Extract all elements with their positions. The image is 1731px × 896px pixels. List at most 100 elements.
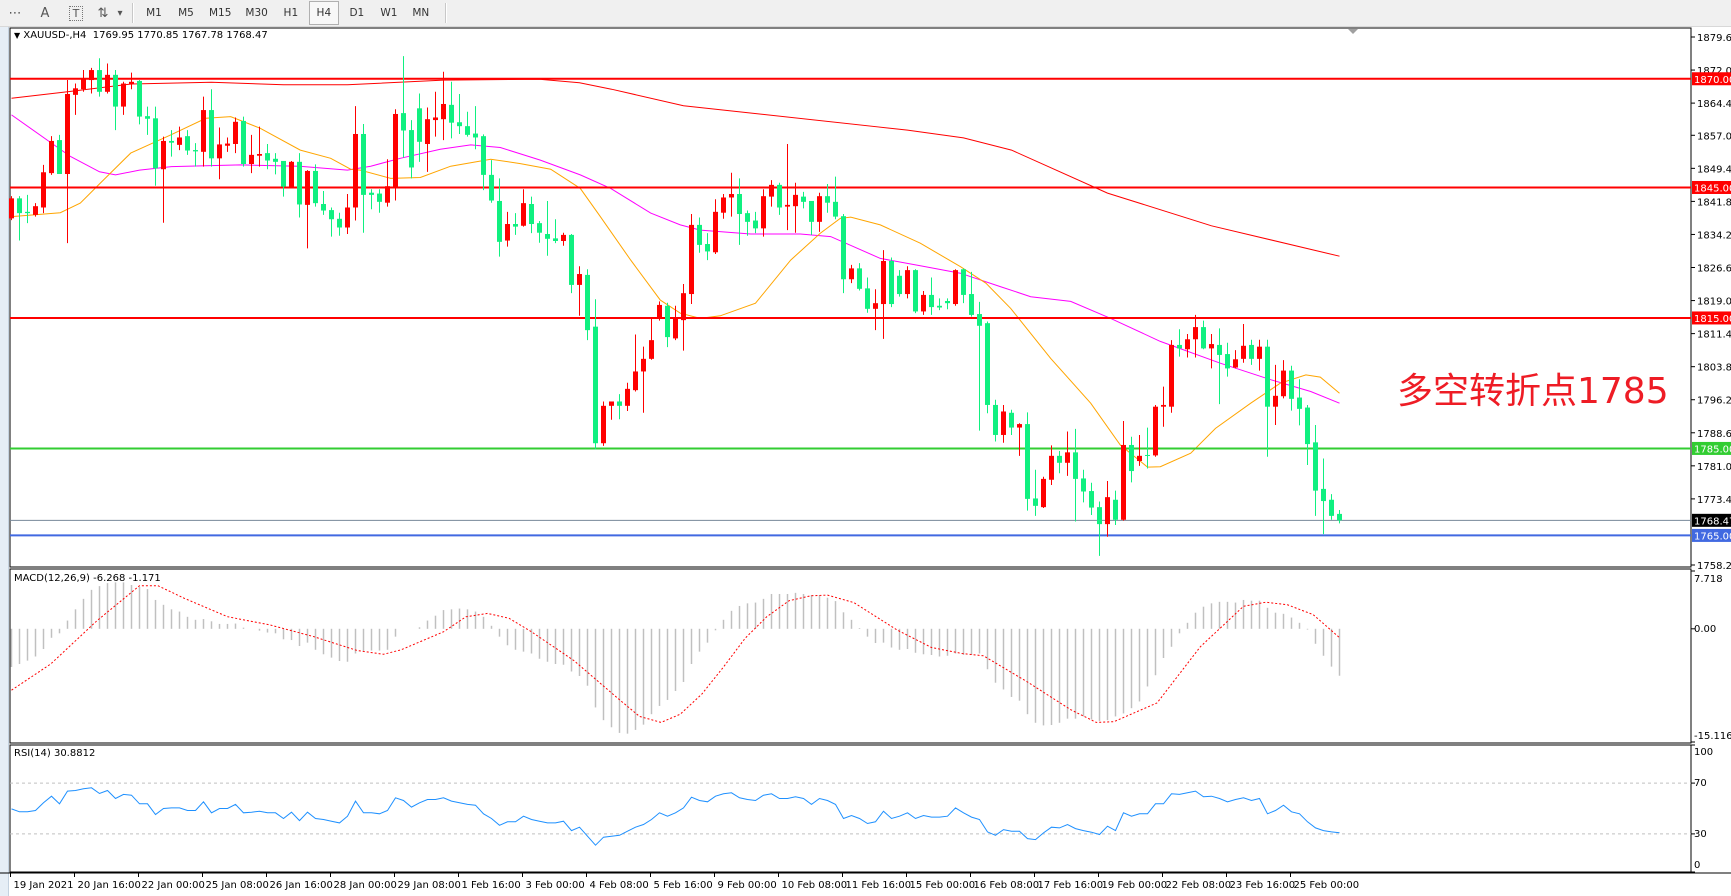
candle-body bbox=[761, 196, 766, 229]
bullish-candle bbox=[129, 72, 134, 90]
bullish-candle bbox=[1049, 445, 1054, 485]
rsi-legend: RSI(14) 30.8812 bbox=[14, 748, 96, 759]
candle-body bbox=[705, 244, 710, 252]
bullish-candle bbox=[217, 127, 222, 180]
candle-body bbox=[985, 323, 990, 405]
bullish-candle bbox=[161, 136, 166, 223]
candle-body bbox=[17, 198, 22, 214]
last-price-label-bg bbox=[1692, 513, 1731, 527]
bearish-candle bbox=[753, 211, 758, 234]
candle-body bbox=[825, 196, 830, 203]
timeframe-m15-button[interactable]: M15 bbox=[209, 7, 232, 19]
bearish-candle bbox=[1081, 469, 1086, 503]
time-axis-label: 26 Jan 16:00 bbox=[270, 880, 333, 891]
candle-body bbox=[1297, 397, 1302, 409]
candle-body bbox=[1273, 395, 1278, 407]
chart-annotation-text[interactable]: 多空转折点1785 bbox=[1397, 371, 1669, 412]
candle-body bbox=[1145, 454, 1150, 456]
bearish-candle bbox=[1225, 342, 1230, 377]
level-price-label: 1815.00 bbox=[1694, 314, 1731, 325]
level-price-label: 1870.00 bbox=[1694, 75, 1731, 86]
candle-body bbox=[1097, 507, 1102, 525]
candle-body bbox=[393, 113, 398, 187]
bullish-candle bbox=[201, 96, 206, 167]
candle-body bbox=[673, 318, 678, 339]
candle-body bbox=[561, 234, 566, 241]
candle-body bbox=[409, 130, 414, 168]
price-axis-label: 1872.00 bbox=[1697, 66, 1731, 77]
bullish-candle bbox=[1281, 360, 1286, 399]
candle-body bbox=[1081, 478, 1086, 492]
chart-shift-marker-icon[interactable] bbox=[1348, 29, 1358, 34]
bearish-candle bbox=[897, 270, 902, 297]
candle-body bbox=[553, 238, 558, 241]
bullish-candle bbox=[577, 266, 582, 316]
bullish-candle bbox=[673, 305, 678, 341]
bearish-candle bbox=[297, 153, 302, 218]
candle-body bbox=[809, 200, 814, 222]
bearish-candle bbox=[497, 178, 502, 257]
arrows-icon[interactable]: ⇅ bbox=[97, 5, 109, 21]
text-box-icon[interactable]: T bbox=[69, 5, 83, 21]
time-axis-label: 29 Jan 08:00 bbox=[398, 880, 461, 891]
bearish-candle bbox=[697, 217, 702, 253]
timeframe-h4-button[interactable]: H4 bbox=[308, 1, 339, 25]
timeframe-m30-button[interactable]: M30 bbox=[245, 7, 268, 19]
candle-body bbox=[257, 153, 262, 156]
candle-body bbox=[465, 126, 470, 135]
candle-body bbox=[9, 198, 14, 219]
candle-body bbox=[529, 204, 534, 225]
rsi-axis-label: 70 bbox=[1694, 778, 1707, 789]
bearish-candle bbox=[545, 200, 550, 256]
macd-legend: MACD(12,26,9) -6.268 -1.171 bbox=[14, 573, 161, 584]
period-separator-grid-icon[interactable]: ⋯ bbox=[8, 5, 22, 21]
bullish-candle bbox=[681, 284, 686, 351]
bullish-candle bbox=[65, 80, 70, 244]
candle-body bbox=[113, 74, 118, 107]
bearish-candle bbox=[841, 214, 846, 294]
bullish-candle bbox=[89, 67, 94, 94]
bearish-candle bbox=[185, 130, 190, 155]
arrows-dropdown-icon[interactable]: ▾ bbox=[117, 7, 123, 19]
candle-body bbox=[1193, 327, 1198, 340]
bullish-candle bbox=[41, 164, 46, 214]
candle-body bbox=[921, 294, 926, 312]
bearish-candle bbox=[929, 277, 934, 315]
candle-body bbox=[865, 288, 870, 309]
candle-body bbox=[625, 388, 630, 406]
candle-body bbox=[1137, 455, 1142, 462]
candle-body bbox=[289, 161, 294, 187]
price-axis-label: 1826.60 bbox=[1697, 264, 1731, 275]
candle-body bbox=[881, 260, 886, 305]
candle-body bbox=[49, 140, 54, 174]
candle-body bbox=[1129, 444, 1134, 472]
candle-body bbox=[121, 83, 126, 107]
bearish-candle bbox=[937, 298, 942, 311]
timeframe-m5-button[interactable]: M5 bbox=[178, 7, 194, 19]
bearish-candle bbox=[377, 189, 382, 213]
legend-dropdown-icon[interactable]: ▼ bbox=[14, 31, 21, 40]
bullish-candle bbox=[1169, 340, 1174, 413]
candle-body bbox=[33, 206, 38, 215]
bearish-candle bbox=[1321, 458, 1326, 535]
bullish-candle bbox=[105, 63, 110, 94]
candle-body bbox=[449, 104, 454, 123]
bullish-candle bbox=[1001, 404, 1006, 443]
bullish-candle bbox=[689, 214, 694, 305]
bearish-candle bbox=[361, 123, 366, 233]
timeframe-m1-button[interactable]: M1 bbox=[146, 7, 162, 19]
timeframe-mn-button[interactable]: MN bbox=[412, 7, 430, 19]
timeframe-h1-button[interactable]: H1 bbox=[283, 7, 299, 19]
candle-body bbox=[841, 216, 846, 280]
candle-body bbox=[545, 234, 550, 239]
macd-axis-label: -15.116 bbox=[1694, 731, 1731, 742]
bearish-candle bbox=[409, 120, 414, 179]
text-label-icon[interactable]: A bbox=[40, 5, 50, 21]
bearish-candle bbox=[529, 196, 534, 234]
bearish-candle bbox=[1113, 490, 1118, 525]
timeframe-w1-button[interactable]: W1 bbox=[380, 7, 398, 19]
bullish-candle bbox=[433, 91, 438, 137]
timeframe-d1-button[interactable]: D1 bbox=[349, 7, 365, 19]
candle-body bbox=[609, 401, 614, 406]
